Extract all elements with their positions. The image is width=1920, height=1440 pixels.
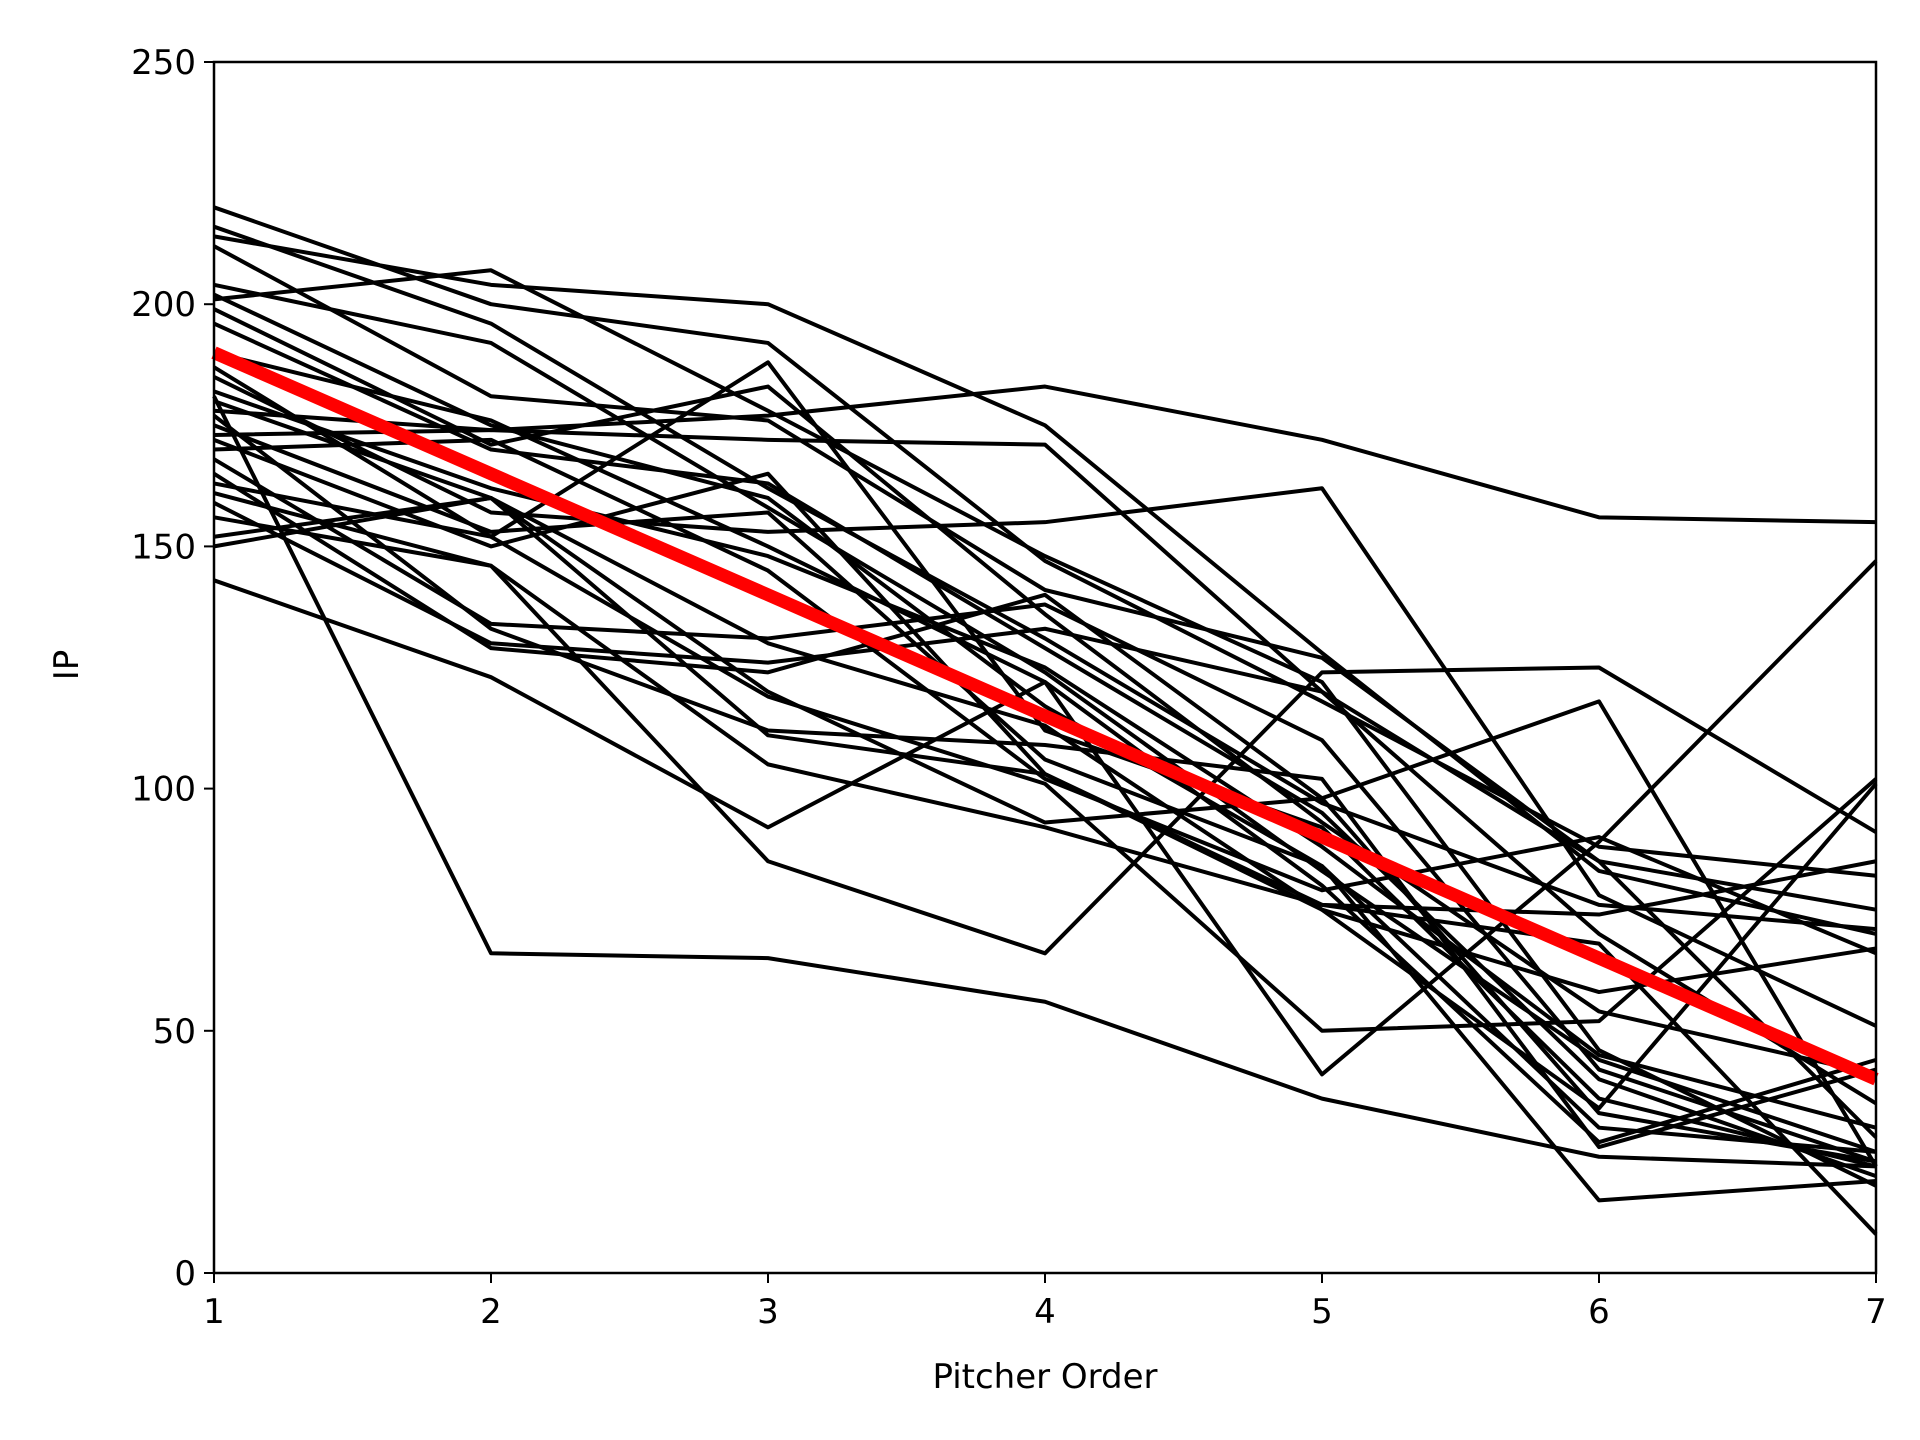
x-tick-label: 2 [480, 1292, 502, 1332]
y-tick-label: 200 [131, 285, 196, 325]
series-layer [212, 205, 1878, 1236]
series-line-29 [213, 292, 1877, 1203]
x-tick-label: 1 [203, 1292, 225, 1332]
series-line-13 [213, 399, 1877, 995]
y-tick-label: 150 [131, 527, 196, 567]
series-line-16 [213, 384, 1877, 525]
series-line-1 [213, 205, 1877, 878]
series-line-28 [212, 395, 1877, 1169]
series-line-11 [213, 375, 1877, 1028]
series-line-15 [213, 423, 1877, 1154]
x-axis-label: Pitcher Order [932, 1357, 1157, 1397]
series-line-5 [213, 282, 1877, 1154]
series-line-7 [213, 307, 1877, 1077]
series-line-27 [213, 437, 1878, 1111]
series-line-10 [212, 360, 1877, 1169]
series-line-3 [213, 234, 1877, 936]
series-line-6 [213, 268, 1877, 1188]
series-line-17 [213, 437, 1877, 956]
series-line-4 [213, 244, 1877, 912]
series-line-18 [212, 457, 1877, 1164]
series-line-8 [213, 321, 1877, 1179]
y-tick-label: 0 [174, 1254, 196, 1294]
average-layer [211, 346, 1879, 1086]
series-line-12 [213, 389, 1877, 1130]
y-tick-label: 250 [131, 43, 196, 83]
x-tick-label: 7 [1865, 1292, 1887, 1332]
y-tick-label: 50 [153, 1012, 196, 1052]
series-line-2 [213, 224, 1877, 932]
x-tick-label: 6 [1588, 1292, 1610, 1332]
x-tick-label: 3 [757, 1292, 779, 1332]
series-line-23 [213, 495, 1878, 1168]
series-line-22 [213, 515, 1877, 917]
x-tick-label: 4 [1034, 1292, 1056, 1332]
series-line-26 [212, 472, 1877, 1164]
axes-layer: 1 2 3 4 5 6 7 0 50 100 150 200 250 [131, 43, 1887, 1332]
series-line-30 [213, 559, 1878, 1077]
y-tick-label: 100 [131, 770, 196, 810]
y-axis-label: IP [47, 650, 87, 681]
average-line [211, 346, 1879, 1086]
series-line-21 [213, 501, 1878, 1139]
series-line-19 [213, 481, 1878, 1033]
series-line-25 [212, 414, 1877, 1150]
x-tick-label: 5 [1311, 1292, 1333, 1332]
